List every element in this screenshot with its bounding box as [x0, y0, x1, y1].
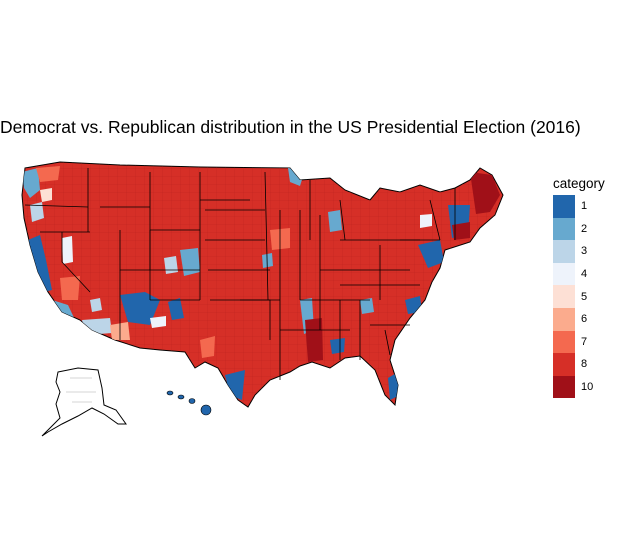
light-red-counties	[36, 166, 290, 358]
hawaii	[166, 390, 212, 416]
legend-label: 5	[581, 290, 588, 303]
legend-item: 7	[553, 330, 605, 354]
state-borders	[24, 168, 456, 380]
legend-swatch	[553, 240, 575, 263]
legend-items: 1 2 3 4 5 6 7 8 10	[553, 195, 605, 399]
legend-item: 10	[553, 375, 605, 399]
legend-label: 1	[581, 200, 588, 213]
chart-title: Democrat vs. Republican distribution in …	[0, 117, 581, 137]
legend-swatch	[553, 353, 575, 376]
legend-item: 4	[553, 262, 605, 286]
legend-swatch	[553, 217, 575, 241]
legend-item: 8	[553, 353, 605, 376]
legend-swatch	[553, 375, 575, 399]
us-county-map	[21, 161, 504, 437]
legend: category 1 2 3 4 5 6 7 8 10	[553, 176, 605, 399]
legend-label: 2	[581, 222, 588, 235]
legend-swatch	[553, 262, 575, 286]
legend-label: 3	[581, 245, 588, 258]
blue-counties	[22, 168, 470, 400]
legend-item: 2	[553, 217, 605, 241]
legend-swatch	[553, 285, 575, 308]
legend-item: 1	[553, 195, 605, 218]
legend-label: 7	[581, 335, 588, 348]
light-counties	[40, 188, 432, 335]
legend-swatch	[553, 195, 575, 218]
legend-swatch	[553, 330, 575, 354]
legend-label: 10	[581, 381, 594, 394]
legend-swatch	[553, 307, 575, 331]
legend-label: 8	[581, 358, 588, 371]
legend-title: category	[553, 176, 605, 191]
legend-item: 6	[553, 307, 605, 331]
alaska	[41, 367, 127, 437]
dark-red-counties	[305, 172, 500, 362]
legend-label: 6	[581, 313, 588, 326]
legend-label: 4	[581, 268, 588, 281]
legend-item: 5	[553, 285, 605, 308]
legend-item: 3	[553, 240, 605, 263]
